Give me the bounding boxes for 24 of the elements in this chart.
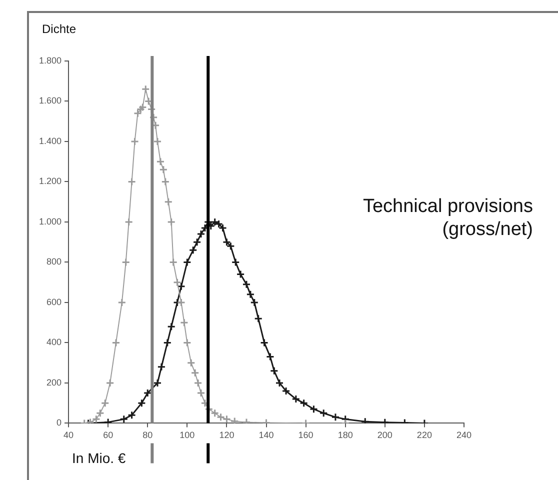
x-tick-label: 80 bbox=[142, 430, 153, 440]
y-tick-label: 1.800 bbox=[38, 55, 62, 66]
y-tick-label: 600 bbox=[46, 296, 62, 307]
y-tick-label: 0 bbox=[56, 418, 62, 428]
x-tick-label: 160 bbox=[298, 430, 314, 440]
y-tick-label: 800 bbox=[46, 256, 62, 267]
y-tick-label: 1.400 bbox=[38, 136, 62, 146]
y-axis-title: Dichte bbox=[42, 22, 76, 36]
y-tick-label: 1.000 bbox=[38, 216, 62, 226]
x-tick-label: 200 bbox=[377, 430, 392, 440]
x-tick-label: 120 bbox=[219, 430, 234, 440]
y-tick-label: 1.200 bbox=[38, 176, 62, 186]
x-tick-label: 60 bbox=[103, 430, 114, 440]
x-tick-label: 40 bbox=[64, 430, 74, 440]
annotation: Technical provisions (gross/net) bbox=[362, 195, 533, 241]
x-axis-title: In Mio. € bbox=[72, 450, 126, 466]
x-tick-label: 100 bbox=[180, 430, 195, 440]
x-tick-label: 140 bbox=[258, 430, 274, 440]
x-tick-label: 220 bbox=[416, 430, 432, 440]
x-tick-label: 180 bbox=[338, 430, 353, 440]
y-tick-label: 200 bbox=[46, 377, 62, 388]
y-tick-label: 400 bbox=[46, 337, 62, 348]
x-tick-label: 240 bbox=[456, 430, 472, 440]
y-tick-label: 1.600 bbox=[38, 96, 62, 106]
